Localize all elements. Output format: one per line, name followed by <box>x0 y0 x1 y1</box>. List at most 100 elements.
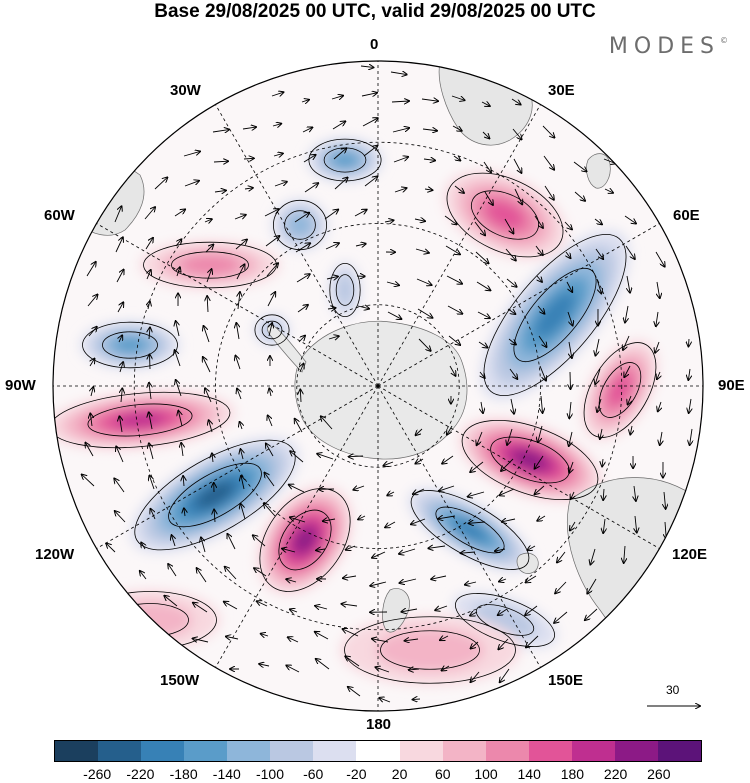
colorbar-segment <box>313 741 357 761</box>
wind-vector <box>417 308 432 318</box>
wind-vector <box>635 515 637 533</box>
wind-vector <box>539 365 546 381</box>
wind-vector <box>212 453 213 463</box>
anomaly-level <box>335 273 355 307</box>
wind-vector <box>628 395 631 404</box>
wind-vector <box>415 249 429 253</box>
anomaly-level <box>376 629 484 671</box>
brand-logo: MODES© <box>609 34 728 59</box>
wind-vector <box>413 699 421 700</box>
wind-vector <box>557 551 566 562</box>
wind-vector <box>569 461 573 473</box>
wind-vector <box>254 568 267 577</box>
wind-vector <box>470 461 484 472</box>
wind-vector <box>266 444 274 457</box>
wind-vector <box>241 476 244 490</box>
wind-vector <box>240 449 243 460</box>
contour-line <box>471 190 539 240</box>
wind-vector <box>372 639 389 642</box>
wind-vector <box>452 125 462 131</box>
wind-vector <box>355 244 366 246</box>
anomaly-level <box>113 337 147 353</box>
wind-vector <box>290 451 304 463</box>
wind-vector <box>259 664 270 666</box>
negative-anomaly <box>307 138 383 182</box>
wind-vector <box>274 182 287 187</box>
wind-vector <box>385 521 396 527</box>
wind-vector <box>555 581 567 593</box>
wind-vector <box>442 455 454 464</box>
wind-vector <box>525 605 538 615</box>
wind-vector <box>271 92 283 96</box>
wind-vector <box>117 302 123 313</box>
wind-vector <box>238 292 240 310</box>
wind-vector <box>144 207 155 220</box>
wind-vector <box>421 99 438 101</box>
wind-vector <box>114 478 125 493</box>
contour-line <box>171 251 249 279</box>
wind-vector <box>512 128 522 139</box>
wind-vector <box>349 456 364 457</box>
wind-vector <box>625 305 628 322</box>
anomaly-level <box>332 152 358 168</box>
wind-vector <box>542 125 554 138</box>
wind-vector <box>422 129 437 131</box>
positive-anomaly <box>80 590 220 650</box>
wind-vector <box>504 218 513 233</box>
wind-vector <box>414 219 425 221</box>
wind-vector <box>405 639 419 641</box>
wind-vector <box>206 269 212 283</box>
wind-vector <box>90 359 94 367</box>
wind-vector <box>197 568 207 583</box>
wind-vector <box>363 146 377 157</box>
meridian-line <box>377 104 541 387</box>
map-title: Base 29/08/2025 00 UTC, valid 29/08/2025… <box>154 1 596 22</box>
wind-vector <box>303 155 316 163</box>
wind-vector <box>353 486 365 490</box>
wind-vector <box>475 251 489 263</box>
meridian-line <box>377 223 660 387</box>
wind-vector <box>213 161 228 162</box>
wind-vector <box>348 687 361 697</box>
wind-vector <box>502 519 516 522</box>
wind-vector <box>564 221 572 229</box>
contour-line <box>254 314 290 346</box>
colorbar-tick-label: -220 <box>126 766 155 782</box>
wind-vector <box>174 209 185 217</box>
wind-vector <box>269 323 272 337</box>
wind-vector <box>150 509 156 520</box>
anomaly-level <box>108 602 192 638</box>
wind-vector <box>201 537 206 553</box>
wind-vector <box>495 549 506 551</box>
colorbar-tick-label: 60 <box>435 766 451 782</box>
wind-vector <box>324 210 338 220</box>
anomaly-level <box>534 291 576 339</box>
wind-vector <box>471 641 479 649</box>
wind-vector <box>121 388 122 403</box>
wind-vector <box>87 295 98 307</box>
colorbar-tick-label: 260 <box>647 766 671 782</box>
wind-vector <box>604 189 613 193</box>
meridian-line <box>96 385 379 549</box>
anomaly-field <box>53 138 658 685</box>
anomaly-level <box>80 590 220 650</box>
positive-anomaly <box>140 241 280 289</box>
wind-vector <box>316 659 330 670</box>
wind-vector <box>207 296 208 313</box>
wind-vector <box>341 604 358 606</box>
wind-vector <box>535 455 544 469</box>
wind-vector <box>625 245 635 259</box>
wind-vector <box>623 335 630 350</box>
wind-vector <box>327 308 335 309</box>
wind-vector <box>286 579 297 582</box>
wind-vector <box>226 636 239 639</box>
wind-vector <box>343 576 357 578</box>
contour-line <box>446 172 564 258</box>
wind-vector <box>387 311 401 319</box>
wind-vector <box>390 72 407 75</box>
colorbar-tick-label: -180 <box>169 766 198 782</box>
wind-vector <box>655 251 665 267</box>
wind-vector <box>526 635 539 647</box>
wind-vector <box>418 338 431 351</box>
wind-vector <box>298 336 305 343</box>
